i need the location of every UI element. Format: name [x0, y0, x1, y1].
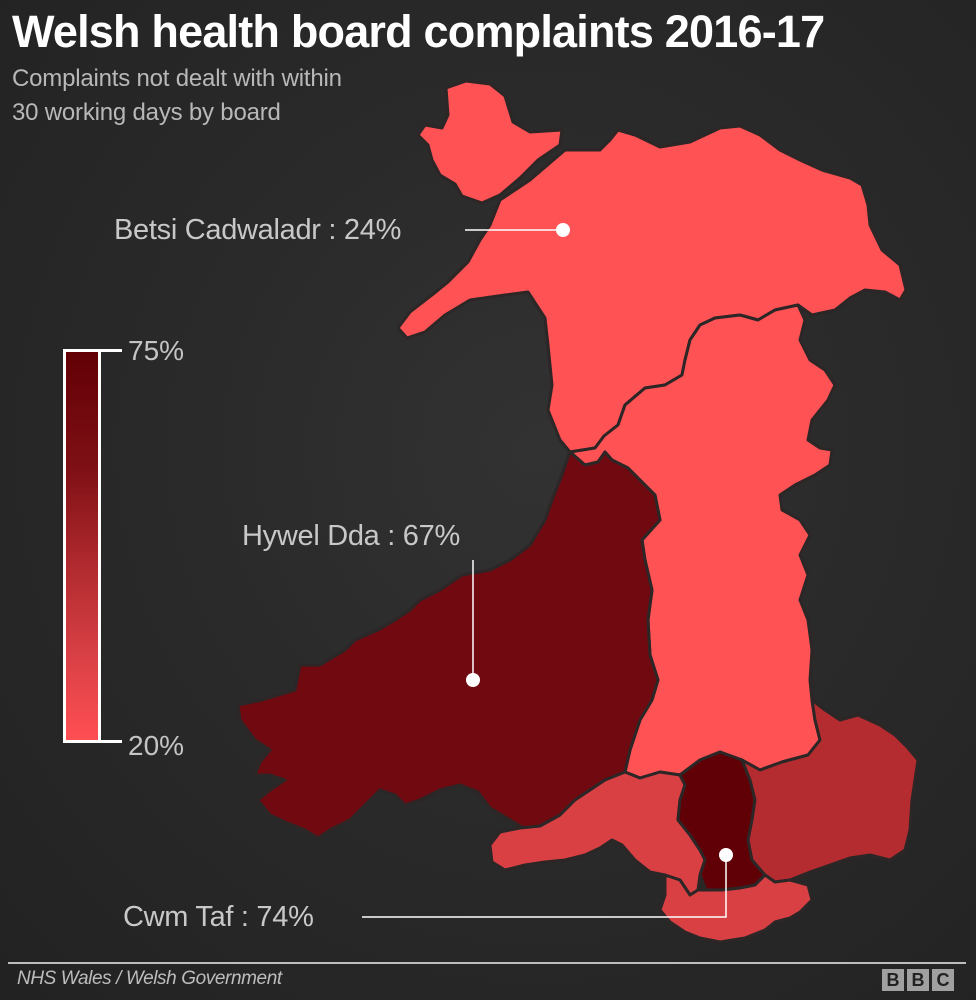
region-cardiff-and-vale[interactable]	[658, 873, 814, 944]
footer-divider	[8, 962, 966, 964]
region-hywel-dda[interactable]	[236, 450, 662, 840]
legend-color-scale	[63, 349, 101, 743]
callout-label-hywel-dda: Hywel Dda : 67%	[242, 520, 460, 552]
callout-hywel-dda	[466, 560, 480, 687]
bbc-logo-letter: B	[882, 969, 904, 991]
callout-betsi	[465, 223, 570, 237]
callout-label-cwm-taf: Cwm Taf : 74%	[123, 901, 314, 933]
chart-subtitle: Complaints not dealt with within 30 work…	[12, 62, 342, 130]
bbc-logo-letter: B	[907, 969, 929, 991]
bbc-logo-letter: C	[932, 969, 954, 991]
callout-label-betsi: Betsi Cadwaladr : 24%	[114, 214, 402, 246]
legend-max-label: 75%	[128, 335, 185, 366]
region-anglesey[interactable]	[416, 79, 564, 205]
subtitle-line-1: Complaints not dealt with within	[12, 65, 342, 92]
region-aneurin-bevan[interactable]	[740, 698, 920, 884]
chart-title: Welsh health board complaints 2016-17	[12, 6, 825, 57]
bbc-logo: B B C	[882, 969, 954, 991]
legend-tick-max	[98, 349, 122, 352]
callout-cwm-taf	[362, 848, 733, 918]
subtitle-line-2: 30 working days by board	[12, 99, 281, 126]
legend-min-label: 20%	[128, 730, 185, 761]
legend-tick-min	[98, 740, 122, 743]
source-text: NHS Wales / Welsh Government	[17, 968, 282, 989]
